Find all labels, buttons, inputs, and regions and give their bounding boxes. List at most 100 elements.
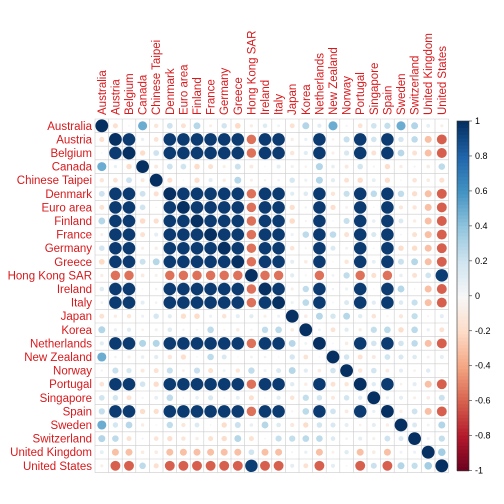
corr-circle-2-20 <box>371 150 377 156</box>
corr-circle-22-8 <box>209 424 212 426</box>
corr-circle-5-20 <box>370 190 378 198</box>
corr-circle-23-16 <box>316 435 323 442</box>
corr-circle-11-19 <box>355 270 365 281</box>
corr-circle-14-12 <box>263 314 267 318</box>
corr-circle-16-15 <box>304 341 308 345</box>
corr-circle-12-25 <box>436 284 447 294</box>
colorbar-segment <box>457 218 469 223</box>
corr-circle-20-8 <box>208 395 214 401</box>
colorbar-tick-label: 0 <box>475 291 480 301</box>
corr-circle-20-25 <box>438 394 445 401</box>
corr-circle-23-23 <box>408 432 421 445</box>
colorbar-segment <box>457 449 469 454</box>
corr-circle-8-3 <box>140 232 146 238</box>
corr-circle-23-4 <box>153 436 159 441</box>
corr-circle-14-18 <box>343 312 351 320</box>
corr-circle-21-12 <box>258 405 272 418</box>
corr-circle-21-5 <box>163 405 177 418</box>
col-label: Singapore <box>369 63 381 115</box>
corr-circle-9-2 <box>122 241 136 255</box>
corr-circle-16-23 <box>411 340 418 347</box>
corr-circle-10-24 <box>424 258 432 266</box>
corr-circle-5-21 <box>381 187 394 201</box>
corr-circle-15-8 <box>207 326 214 334</box>
corr-circle-14-5 <box>167 314 172 319</box>
corr-circle-25-9 <box>219 460 230 471</box>
corr-circle-23-10 <box>234 435 242 443</box>
corr-circle-15-21 <box>384 326 391 334</box>
corr-circle-19-16 <box>313 377 326 391</box>
corr-circle-25-13 <box>273 460 284 471</box>
corr-circle-11-25 <box>435 269 449 282</box>
corr-circle-19-15 <box>304 382 308 386</box>
corr-circle-13-6 <box>177 296 190 309</box>
corr-circle-4-21 <box>384 177 391 183</box>
corr-circle-18-0 <box>100 369 103 372</box>
colorbar-tick-label: -0.2 <box>475 326 491 336</box>
corr-circle-6-24 <box>424 203 432 211</box>
corr-circle-6-19 <box>353 201 367 214</box>
corr-circle-1-1 <box>109 133 122 146</box>
corr-circle-0-13 <box>277 124 281 128</box>
corr-circle-2-5 <box>163 146 177 160</box>
corr-circle-25-6 <box>178 460 189 471</box>
corr-circle-22-13 <box>276 422 281 428</box>
corr-circle-8-25 <box>436 229 447 240</box>
colorbar-tick-label: 0.6 <box>475 186 488 196</box>
corr-circle-5-17 <box>330 191 336 197</box>
corr-circle-22-5 <box>166 421 173 429</box>
colorbar-segment <box>457 456 469 461</box>
corr-circle-0-20 <box>370 122 377 129</box>
corr-circle-24-3 <box>140 450 145 455</box>
corr-circle-7-15 <box>304 219 307 223</box>
corr-circle-3-9 <box>222 165 226 169</box>
colorbar-segment <box>457 194 469 199</box>
corr-circle-11-0 <box>100 273 104 278</box>
corr-circle-19-7 <box>190 377 204 391</box>
corr-circle-2-24 <box>424 149 432 157</box>
corr-circle-3-17 <box>331 164 335 169</box>
corr-circle-6-20 <box>372 206 375 209</box>
corr-circle-8-22 <box>400 233 402 236</box>
colorbar-tick-label: -0.6 <box>475 396 491 406</box>
corr-circle-20-16 <box>316 395 323 401</box>
colorbar-segment <box>457 201 469 206</box>
corr-circle-5-11 <box>246 189 257 199</box>
corr-circle-24-10 <box>234 448 242 456</box>
corr-circle-7-2 <box>122 214 136 228</box>
corr-circle-20-5 <box>166 394 174 402</box>
corr-circle-6-23 <box>412 205 417 210</box>
corr-circle-17-13 <box>277 356 280 358</box>
corr-circle-1-22 <box>398 136 404 143</box>
corr-circle-17-14 <box>289 354 295 360</box>
corr-circle-22-14 <box>290 422 295 428</box>
corr-circle-22-24 <box>426 423 430 427</box>
corr-circle-7-7 <box>190 214 204 228</box>
corr-circle-16-5 <box>163 337 177 350</box>
corr-circle-23-3 <box>141 437 144 440</box>
col-label: France <box>206 79 218 115</box>
corr-circle-7-1 <box>109 214 122 228</box>
corr-circle-7-23 <box>412 219 417 223</box>
corr-circle-3-7 <box>194 163 200 170</box>
corr-circle-14-17 <box>330 313 336 319</box>
colorbar-segment <box>457 337 469 342</box>
corr-circle-19-1 <box>109 377 122 391</box>
corr-circle-13-5 <box>163 296 177 309</box>
corr-circle-9-4 <box>154 246 158 250</box>
corr-circle-19-14 <box>289 381 295 387</box>
corr-circle-4-12 <box>263 178 267 182</box>
corr-circle-8-5 <box>163 228 177 241</box>
corr-circle-24-17 <box>331 450 335 454</box>
corr-circle-0-5 <box>166 122 173 129</box>
corr-circle-11-20 <box>371 272 377 278</box>
corr-circle-4-17 <box>330 178 336 183</box>
corr-circle-21-18 <box>344 409 349 414</box>
corr-circle-10-22 <box>398 258 404 265</box>
corr-circle-21-17 <box>330 408 336 415</box>
corr-circle-2-2 <box>122 146 136 160</box>
colorbar-segment <box>457 362 469 367</box>
corr-circle-24-5 <box>166 448 174 456</box>
corr-circle-5-16 <box>313 187 326 201</box>
corr-circle-0-23 <box>411 122 419 130</box>
